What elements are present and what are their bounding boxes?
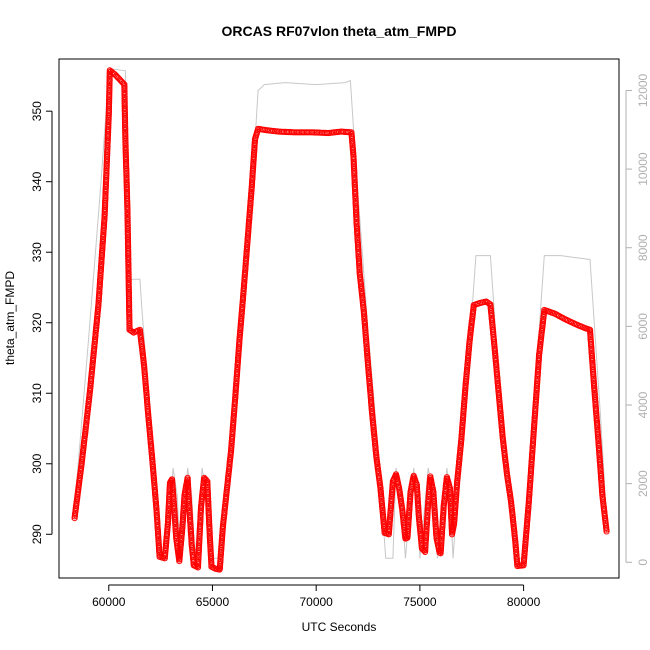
y-tick-label: 290 <box>30 524 44 544</box>
x-tick-label: 75000 <box>403 595 437 609</box>
y2-tick-label: 6000 <box>636 313 650 340</box>
y-tick-label: 320 <box>30 312 44 332</box>
y-tick-label: 330 <box>30 242 44 262</box>
plot-border <box>58 58 620 579</box>
x-tick-label: 65000 <box>196 595 230 609</box>
x-tick-label: 80000 <box>507 595 541 609</box>
y-tick-label: 310 <box>30 383 44 403</box>
data-point <box>129 328 136 335</box>
y2-tick-label: 2000 <box>636 470 650 497</box>
x-tick-label: 60000 <box>92 595 126 609</box>
y2-tick-label: 8000 <box>636 234 650 261</box>
data-point <box>603 528 610 535</box>
y-tick-label: 300 <box>30 453 44 473</box>
y2-tick-label: 10000 <box>636 152 650 186</box>
x-axis-label: UTC Seconds <box>302 620 377 634</box>
y-tick-label: 350 <box>30 101 44 121</box>
y-axis-label: theta_atm_FMPD <box>3 271 17 365</box>
axes: 60000 65000 70000 75000 80000290300310320330… <box>30 73 650 609</box>
series-right-axis <box>74 68 608 559</box>
y2-tick-label: 12000 <box>636 73 650 107</box>
chart-title: ORCAS RF07vlon theta_atm_FMPD <box>222 23 457 39</box>
altitude-line <box>74 68 608 559</box>
series-left-axis <box>71 67 610 573</box>
y2-tick-label: 4000 <box>636 391 650 418</box>
y2-tick-label: 0 <box>636 559 650 566</box>
y-tick-label: 340 <box>30 171 44 191</box>
x-tick-label: 70000 <box>299 595 333 609</box>
